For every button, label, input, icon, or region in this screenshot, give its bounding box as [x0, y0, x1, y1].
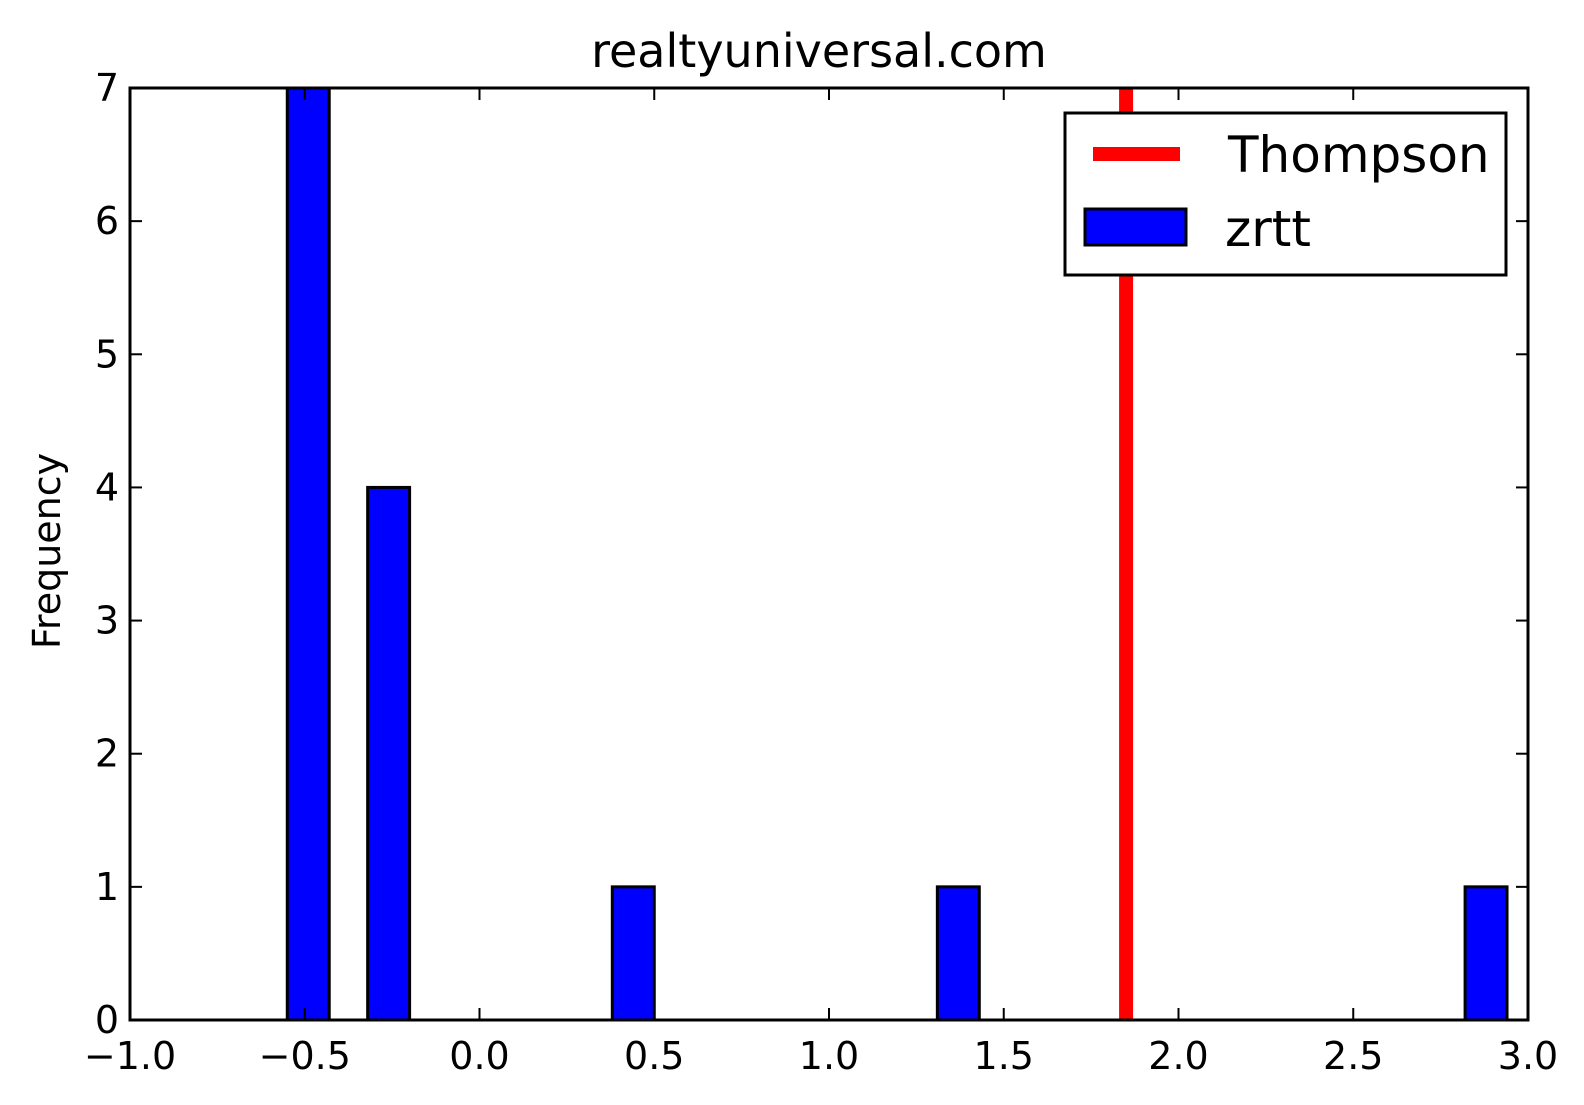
x-tick-label: 2.0	[1148, 1034, 1208, 1078]
histogram-bar	[935, 885, 981, 1022]
histogram-bar	[1463, 885, 1509, 1022]
x-tick-labels: −1.0 −0.5 0.0 0.5 1.0 1.5 2.0 2.5 3.0	[84, 1034, 1558, 1078]
y-tick-label: 0	[95, 998, 119, 1042]
x-tick-label: 1.5	[974, 1034, 1034, 1078]
y-tick-label: 4	[95, 465, 119, 509]
histogram-bar	[366, 485, 412, 1022]
legend-box	[1063, 111, 1508, 277]
y-tick-label: 6	[95, 199, 119, 243]
x-tick-label: −0.5	[259, 1034, 351, 1078]
x-tick-label: −1.0	[84, 1034, 176, 1078]
y-tick-label: 5	[95, 332, 119, 376]
x-tick-label: 3.0	[1498, 1034, 1558, 1078]
x-tick-label: 0.5	[624, 1034, 684, 1078]
histogram-bar	[610, 885, 656, 1022]
y-tick-label: 3	[95, 599, 119, 643]
x-tick-label: 1.0	[799, 1034, 859, 1078]
legend-swatch-zrtt	[1083, 207, 1188, 247]
chart-title: realtyuniversal.com	[591, 24, 1047, 78]
x-tick-label: 0.0	[449, 1034, 509, 1078]
y-tick-labels: 0 1 2 3 4 5 6 7	[95, 66, 119, 1042]
y-tick-label: 7	[95, 66, 119, 110]
legend-label-zrtt: zrtt	[1225, 200, 1311, 258]
histogram-bars	[285, 86, 1509, 1022]
y-tick-label: 2	[95, 732, 119, 776]
legend: Thompson zrtt	[1063, 111, 1508, 277]
x-tick-label: 2.5	[1323, 1034, 1383, 1078]
plot-frame	[128, 86, 1530, 1022]
y-tick-label: 1	[95, 865, 119, 909]
legend-label-thompson: Thompson	[1227, 126, 1490, 184]
histogram-bar	[285, 86, 331, 1022]
y-axis-label: Frequency	[25, 453, 69, 649]
